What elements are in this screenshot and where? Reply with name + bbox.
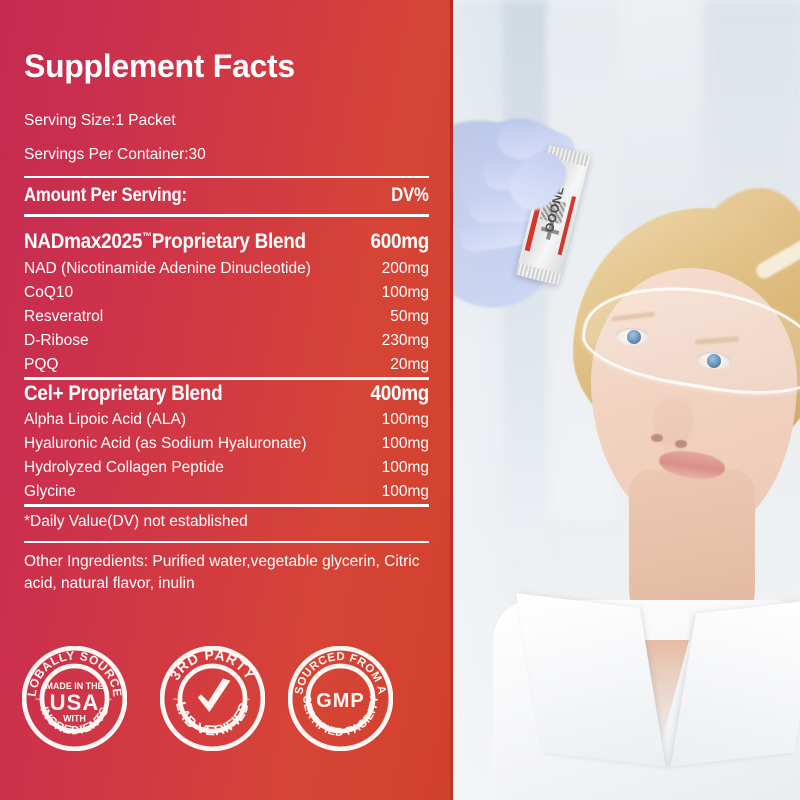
trademark-symbol: ™ [142,231,152,243]
usa-badge-graphic: GLOBALLY SOURCED INGREDIENTS MADE IN THE… [22,646,127,751]
divider [24,214,429,217]
ingredient-amount: 200mg [381,260,429,277]
blend-header: Cel+ Proprietary Blend 400mg [24,382,429,406]
squiggle-left: ~ [35,694,41,706]
squiggle-left: ~ [173,694,179,706]
ingredient-label: D-Ribose [24,332,89,349]
ingredient-row: PQQ 20mg [24,356,429,374]
nostril [651,434,663,442]
blend-amount: 600mg [370,230,429,253]
ingredient-row: Alpha Lipoic Acid (ALA) 100mg [24,411,429,429]
usa-badge-center-bottom: WITH [63,714,86,724]
ingredient-row: Glycine 100mg [24,483,429,501]
ingredient-label: Alpha Lipoic Acid (ALA) [24,411,186,428]
usa-badge-center-top: MADE IN THE [46,681,104,691]
lab-verified-badge-graphic: 3RD PARTY LAB VERIFIED ~ ~ [160,646,265,751]
servings-per-container: Servings Per Container:30 [24,146,206,163]
iris [627,330,641,344]
blend-name-text: NADmax2025 [24,230,143,253]
daily-value-note: *Daily Value(DV) not established [24,513,248,530]
ingredient-amount: 100mg [381,435,429,452]
product-photo: OOONE [453,0,800,800]
ingredient-amount: 100mg [381,411,429,428]
divider [24,541,429,543]
serving-size: Serving Size:1 Packet [24,112,176,129]
squiggle-right: ~ [106,694,112,706]
ingredient-row: D-Ribose 230mg [24,332,429,350]
usa-badge: GLOBALLY SOURCED INGREDIENTS MADE IN THE… [22,646,127,751]
ingredient-row: CoQ10 100mg [24,284,429,302]
checkmark-icon [197,678,231,713]
amount-per-serving-header: Amount Per Serving: DV% [24,183,429,209]
ingredient-row: Resveratrol 50mg [24,308,429,326]
blend-name-text: Cel+ Proprietary Blend [24,382,223,405]
ingredient-label: Glycine [24,483,76,500]
dv-percent-label: DV% [391,185,429,206]
lab-verified-badge: 3RD PARTY LAB VERIFIED ~ ~ [160,646,265,751]
ingredient-amount: 100mg [381,284,429,301]
facts-panel: Supplement Facts Serving Size:1 Packet S… [0,0,453,800]
ingredient-label: Hyaluronic Acid (as Sodium Hyaluronate) [24,435,307,452]
gmp-badge: SOURCED FROM A CERTIFIED FACILITY GMP [288,646,393,751]
blend-name: NADmax2025™Proprietary Blend [24,230,306,254]
ingredient-label: NAD (Nicotinamide Adenine Dinucleotide) [24,260,311,277]
ingredient-label: Resveratrol [24,308,104,325]
usa-badge-center-main: USA [50,690,100,715]
page-title: Supplement Facts [24,48,295,84]
nostril [675,440,687,448]
ingredient-amount: 230mg [381,332,429,349]
ingredient-amount: 100mg [381,459,429,476]
blend-name-suffix: Proprietary Blend [151,230,306,253]
blend-header: NADmax2025™Proprietary Blend 600mg [24,230,429,254]
iris [707,354,721,368]
ingredient-amount: 20mg [390,356,429,373]
blend-name: Cel+ Proprietary Blend [24,382,223,406]
ingredient-row: Hydrolyzed Collagen Peptide 100mg [24,459,429,477]
ingredient-amount: 50mg [390,308,429,325]
blend-amount: 400mg [370,382,429,405]
trust-badges: GLOBALLY SOURCED INGREDIENTS MADE IN THE… [22,646,422,758]
gmp-badge-graphic: SOURCED FROM A CERTIFIED FACILITY GMP [288,646,393,751]
divider [24,504,429,507]
divider [24,377,429,380]
squiggle-right: ~ [244,694,250,706]
ingredient-amount: 100mg [381,483,429,500]
ingredient-label: Hydrolyzed Collagen Peptide [24,459,224,476]
other-ingredients: Other Ingredients: Purified water,vegeta… [24,553,420,593]
divider [24,176,429,178]
ingredient-row: Hyaluronic Acid (as Sodium Hyaluronate) … [24,435,429,453]
ingredient-label: PQQ [24,356,59,373]
gmp-badge-center-main: GMP [316,690,365,712]
ingredient-row: NAD (Nicotinamide Adenine Dinucleotide) … [24,260,429,278]
ingredient-label: CoQ10 [24,284,74,301]
amount-per-serving-label: Amount Per Serving: [24,185,187,206]
